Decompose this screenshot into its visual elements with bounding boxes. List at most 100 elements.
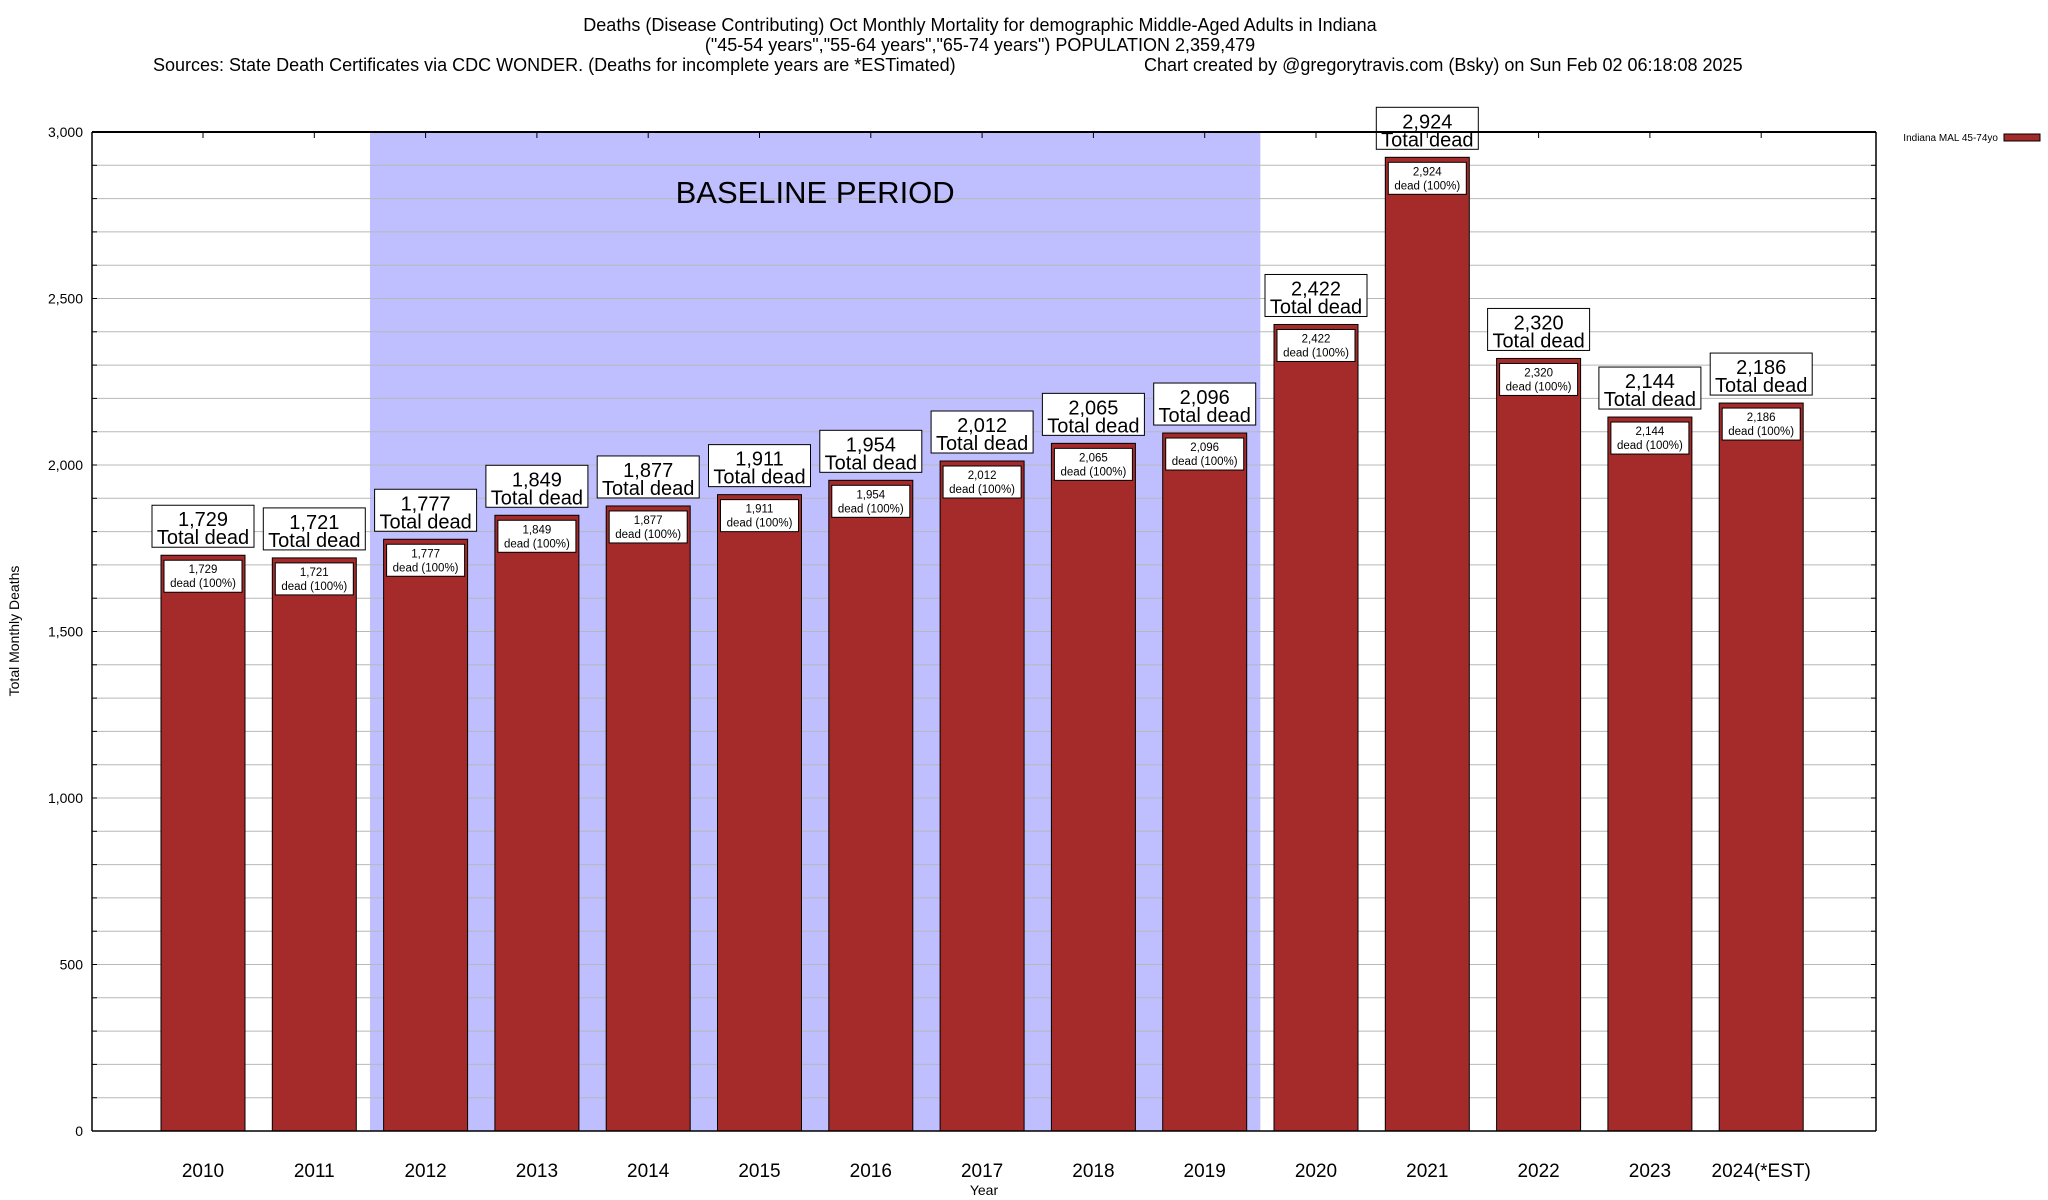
x-axis-label: Year	[970, 1182, 999, 1198]
bar-top-total-label: Total dead	[1604, 389, 1696, 411]
bar-inner-percent-label: dead (100%)	[1060, 466, 1126, 478]
x-tick-label: 2021	[1406, 1161, 1448, 1182]
bar-top-total-label: Total dead	[1047, 415, 1139, 437]
bar-top-label-box	[1375, 106, 1479, 150]
bar-top-total-label: Total dead	[1715, 375, 1807, 397]
bar-inner-percent-label: dead (100%)	[393, 562, 459, 574]
bar-top-value-label: 2,012	[957, 415, 1007, 437]
chart-subtitle: ("45-54 years","55-64 years","65-74 year…	[705, 35, 1255, 55]
x-tick-label: 2010	[182, 1161, 224, 1182]
y-tick-label: 2,000	[48, 457, 83, 473]
bar-inner-percent-label: dead (100%)	[727, 518, 793, 530]
bar-top-total-label: Total dead	[157, 527, 249, 549]
x-tick-label: 2011	[294, 1161, 335, 1182]
bar-top-value-label: 1,877	[623, 460, 673, 482]
x-tick-label: 2020	[1295, 1161, 1337, 1182]
bar-inner-label-box	[1387, 161, 1467, 195]
bar-top-value-label: 2,320	[1514, 312, 1564, 334]
bar-inner-value-label: 1,849	[523, 524, 552, 536]
bar-inner-label-box	[1499, 362, 1579, 396]
chart-credit: Chart created by @gregorytravis.com (Bsk…	[1144, 55, 1743, 75]
y-tick-label: 500	[60, 957, 84, 973]
bar	[605, 505, 691, 1132]
bar-inner-percent-label: dead (100%)	[1283, 347, 1349, 359]
bar-inner-value-label: 2,096	[1190, 442, 1219, 454]
bar	[160, 554, 246, 1132]
bar	[939, 460, 1025, 1132]
bar	[1496, 357, 1582, 1132]
bar-top-label-box	[151, 504, 255, 548]
bar-inner-label-box	[1610, 421, 1690, 455]
bar-inner-label-box	[497, 519, 577, 553]
bar	[494, 514, 580, 1132]
legend: Indiana MAL 45-74yo	[1903, 133, 2041, 144]
chart-source: Sources: State Death Certificates via CD…	[153, 55, 956, 75]
bar-top-value-label: 1,721	[289, 512, 339, 534]
bar	[1273, 323, 1359, 1132]
bar-inner-percent-label: dead (100%)	[281, 581, 347, 593]
bar-top-total-label: Total dead	[491, 487, 583, 509]
y-tick-label: 0	[75, 1123, 83, 1139]
bar-inner-percent-label: dead (100%)	[1617, 440, 1683, 452]
bar-inner-percent-label: dead (100%)	[949, 484, 1015, 496]
bar-top-value-label: 2,144	[1625, 371, 1675, 393]
bar-inner-label-box	[386, 543, 466, 577]
bar-top-label-box	[1264, 273, 1368, 317]
x-tick-label: 2018	[1072, 1161, 1114, 1182]
bar-inner-label-box	[720, 499, 799, 533]
bar-inner-percent-label: dead (100%)	[838, 503, 904, 515]
bar-inner-label-box	[831, 484, 911, 518]
bar	[1384, 156, 1470, 1132]
bar-inner-percent-label: dead (100%)	[170, 578, 236, 590]
bar-top-label-box	[1153, 382, 1257, 426]
bar-top-label-box	[374, 488, 478, 532]
bar-inner-value-label: 2,144	[1636, 426, 1665, 438]
bar	[1162, 432, 1248, 1132]
bar-top-label-box	[596, 455, 700, 499]
bar-top-label-box	[708, 444, 811, 488]
bar	[383, 538, 469, 1132]
plot-area: BASELINE PERIOD 0 500 1,000 1,500 2,000 2,500 3…	[48, 106, 1877, 1182]
bar-top-total-label: Total dead	[825, 452, 917, 474]
bar-top-total-label: Total dead	[379, 511, 471, 533]
bar-inner-value-label: 2,065	[1079, 452, 1108, 464]
x-tick-label: 2014	[627, 1161, 670, 1182]
bar-inner-value-label: 1,954	[856, 489, 885, 501]
bar	[717, 494, 802, 1132]
bar-inner-percent-label: dead (100%)	[1506, 381, 1572, 393]
bar-inner-percent-label: dead (100%)	[1394, 180, 1460, 192]
bar-inner-percent-label: dead (100%)	[615, 529, 681, 541]
bar-top-label-box	[1487, 307, 1591, 351]
bar-top-value-label: 1,777	[401, 493, 451, 515]
bar-top-total-label: Total dead	[1159, 405, 1251, 427]
bar	[271, 557, 357, 1132]
bar-top-label-box	[485, 464, 589, 508]
bar-inner-label-box	[1276, 328, 1356, 362]
bar-inner-value-label: 2,924	[1413, 166, 1442, 178]
bar	[1050, 442, 1136, 1132]
x-tick-label: 2017	[961, 1161, 1003, 1182]
bar-top-total-label: Total dead	[1270, 296, 1362, 318]
baseline-period-label: BASELINE PERIOD	[676, 175, 955, 210]
bar-top-label-box	[262, 507, 366, 551]
y-tick-label: 1,000	[48, 790, 83, 806]
bar	[828, 479, 914, 1132]
bar-inner-value-label: 2,320	[1524, 367, 1553, 379]
bar-top-label-box	[819, 429, 923, 473]
bar-top-total-label: Total dead	[602, 478, 694, 500]
bar-inner-percent-label: dead (100%)	[1728, 426, 1794, 438]
bar-inner-label-box	[608, 510, 688, 544]
bar-inner-value-label: 2,186	[1747, 412, 1776, 424]
x-tick-label: 2012	[404, 1161, 446, 1182]
bar-top-value-label: 2,186	[1736, 357, 1786, 379]
bar-inner-label-box	[163, 559, 243, 593]
x-tick-label: 2023	[1629, 1161, 1671, 1182]
bar-inner-label-box	[1721, 407, 1801, 441]
bar-top-total-label: Total dead	[713, 467, 805, 489]
bar-top-value-label: 1,954	[846, 434, 896, 456]
bar-top-label-box	[1709, 352, 1813, 396]
bar-top-value-label: 1,849	[512, 469, 562, 491]
x-tick-label: 2015	[738, 1161, 780, 1182]
y-tick-label: 1,500	[48, 624, 83, 640]
